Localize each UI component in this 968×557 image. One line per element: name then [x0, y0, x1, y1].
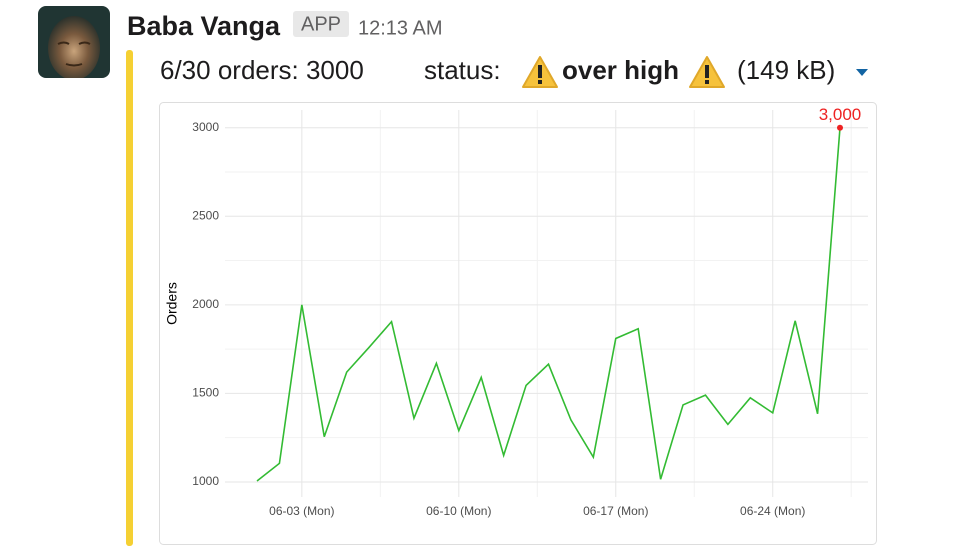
annotation-label: 3,000	[819, 105, 862, 124]
message-text: status:	[424, 55, 501, 85]
message-text: over high	[562, 55, 679, 85]
app-badge	[293, 11, 349, 37]
sender-name[interactable]: Baba Vanga	[127, 11, 281, 41]
timestamp[interactable]: 12:13 AM	[358, 17, 443, 39]
chart-frame[interactable]	[159, 102, 877, 545]
line-series	[256, 127, 841, 482]
attachment-bar	[126, 50, 133, 546]
warning-emoji	[689, 56, 725, 88]
warning-emoji	[522, 56, 558, 88]
y-tick-label: 3000	[192, 120, 219, 134]
x-tick-label: 06-24 (Mon)	[740, 504, 805, 518]
annotation-point	[837, 124, 843, 131]
y-tick-label: 2500	[192, 208, 219, 222]
chart: 1000 1500 2000 2500 3000 06-03 (Mon) 06-10 (Mo…	[164, 105, 868, 518]
message-text: 6/30 orders: 3000	[160, 55, 364, 85]
expand-toggle[interactable]	[856, 69, 868, 76]
app-badge-text: APP	[301, 13, 341, 35]
y-tick-label: 1500	[192, 386, 219, 400]
x-tick-label: 06-17 (Mon)	[583, 504, 648, 518]
y-tick-label: 2000	[192, 297, 219, 311]
y-tick-label: 1000	[192, 474, 219, 488]
x-tick-label: 06-03 (Mon)	[269, 504, 334, 518]
message-text: (149 kB)	[737, 55, 835, 85]
x-tick-label: 06-10 (Mon)	[426, 504, 491, 518]
avatar[interactable]	[38, 6, 110, 80]
y-axis-label: Orders	[164, 282, 180, 325]
